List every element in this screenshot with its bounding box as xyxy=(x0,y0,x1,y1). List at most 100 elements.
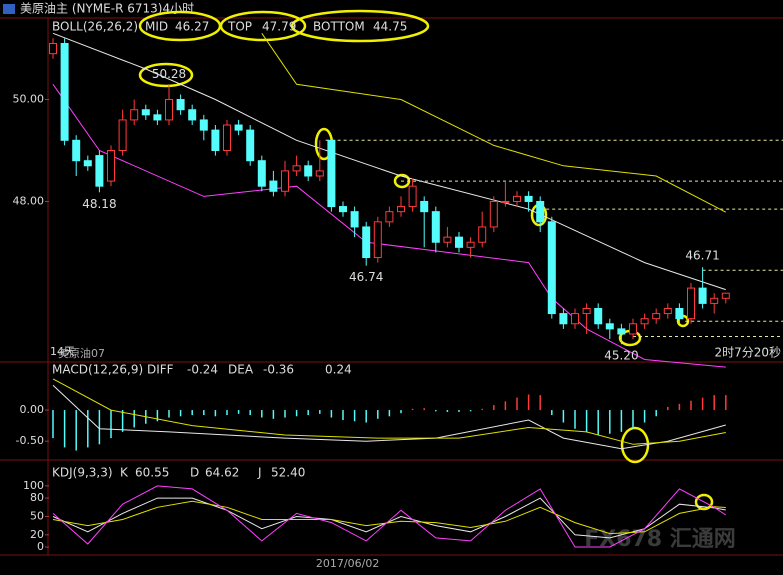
indicator-line xyxy=(52,500,726,535)
indicator-line xyxy=(52,378,726,445)
price-label: 48.18 xyxy=(82,197,116,211)
y-tick-label: 20 xyxy=(30,528,44,541)
candle-body xyxy=(373,221,382,259)
candle-body xyxy=(49,42,57,55)
candle-body xyxy=(350,211,359,228)
y-tick-label: 50.00 xyxy=(13,93,45,106)
price-label: 46.71 xyxy=(685,249,719,263)
y-tick-label: 0.00 xyxy=(20,403,45,416)
candle-body xyxy=(257,160,266,187)
candle-body xyxy=(72,139,81,162)
watermark: FX678 汇通网 xyxy=(584,527,736,552)
legend-value: 44.75 xyxy=(373,20,407,34)
candle-body xyxy=(269,180,278,192)
candle-body xyxy=(234,124,243,131)
candle-body xyxy=(443,236,452,243)
candle-body xyxy=(466,241,475,248)
candle-body xyxy=(153,114,162,121)
highlight-ring xyxy=(620,426,650,464)
legend-value: 64.62 xyxy=(205,466,239,480)
candle-body xyxy=(582,307,591,315)
y-tick-label: 50 xyxy=(30,509,44,522)
candle-body xyxy=(547,221,556,315)
y-tick-label: 100 xyxy=(23,479,44,492)
legend-value: -0.36 xyxy=(263,363,294,377)
y-tick-label: 48.00 xyxy=(13,194,45,207)
indicator-line xyxy=(52,497,726,539)
legend-value: 46.27 xyxy=(175,20,209,34)
candle-body xyxy=(559,313,568,325)
y-tick-label: 0 xyxy=(37,540,44,553)
candle-body xyxy=(176,99,185,111)
indicator-line xyxy=(261,33,727,213)
legend-value: 52.40 xyxy=(271,466,305,480)
y-tick-label: -0.50 xyxy=(16,434,44,447)
candle-body xyxy=(594,307,603,325)
legend-value: 60.55 xyxy=(135,466,169,480)
legend-title: BOLL(26,26,2) xyxy=(52,20,138,34)
title-icon xyxy=(3,4,15,14)
legend-name: D xyxy=(190,466,199,480)
legend-name: MID xyxy=(145,20,168,34)
candle-body xyxy=(118,119,127,152)
candle-body xyxy=(165,99,173,121)
candle-body xyxy=(675,307,684,320)
indicator-line xyxy=(52,32,726,291)
legend-value: -0.24 xyxy=(187,363,218,377)
legend-name: DIFF xyxy=(147,363,174,377)
candle-body xyxy=(339,206,347,213)
price-label: 50.28 xyxy=(152,67,186,81)
candle-body xyxy=(292,165,301,172)
candle-body xyxy=(107,150,115,182)
candle-body xyxy=(420,200,429,213)
candle-body xyxy=(60,42,69,141)
highlight-ring xyxy=(290,9,430,43)
x-tick-label: 2017/06/02 xyxy=(316,557,379,570)
candle-body xyxy=(629,323,637,335)
candle-body xyxy=(687,287,695,320)
candle-body xyxy=(385,211,394,223)
candle-body xyxy=(524,195,533,202)
symbol-label: 美原油07 xyxy=(58,346,105,360)
indicator-line xyxy=(52,485,727,548)
candle-body xyxy=(281,170,289,192)
candle-body xyxy=(315,170,324,177)
highlight-ring xyxy=(219,10,307,42)
candle-body xyxy=(431,211,440,243)
candle-body xyxy=(455,236,463,248)
candle-body xyxy=(199,119,208,131)
legend-name: J xyxy=(257,466,262,480)
candle-body xyxy=(652,313,661,320)
candle-body xyxy=(246,129,255,162)
candle-body xyxy=(721,292,730,299)
candle-body xyxy=(513,195,521,202)
candle-body xyxy=(83,160,92,167)
candle-body xyxy=(327,139,336,208)
price-label: 46.74 xyxy=(349,270,383,284)
legend-title: MACD(12,26,9) xyxy=(52,363,143,377)
candle-body xyxy=(211,129,220,152)
candle-body xyxy=(478,226,487,243)
legend-name: TOP xyxy=(227,20,252,34)
candle-body xyxy=(605,323,614,330)
countdown: 2时7分20秒 xyxy=(714,346,781,360)
legend-name: K xyxy=(120,466,129,480)
candle-body xyxy=(304,165,313,177)
highlight-ring xyxy=(138,62,194,88)
legend-name: DEA xyxy=(228,363,254,377)
candle-body xyxy=(710,297,719,304)
candle-body xyxy=(95,155,104,187)
candle-body xyxy=(489,200,498,228)
candle-body xyxy=(617,328,626,335)
candle-body xyxy=(536,200,545,223)
legend-name: BOTTOM xyxy=(313,20,365,34)
candle-body xyxy=(408,185,417,208)
candle-body xyxy=(698,287,707,304)
legend-value: 0.24 xyxy=(325,363,352,377)
period-label: 14天 xyxy=(50,345,75,358)
candle-body xyxy=(640,318,649,325)
candle-body xyxy=(130,109,139,121)
candle-body xyxy=(362,226,371,259)
